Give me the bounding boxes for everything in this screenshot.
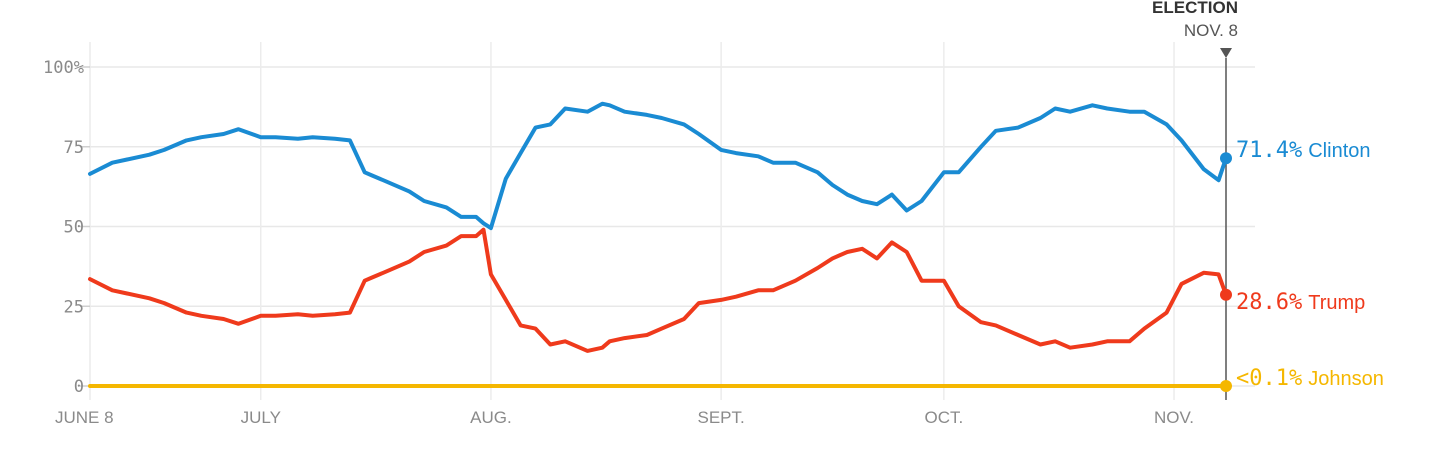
y-tick-label: 0 xyxy=(74,377,84,397)
end-labels: 71.4% Clinton 28.6% Trump <0.1% Johnson xyxy=(1220,138,1384,392)
end-value-clinton: 71.4% xyxy=(1236,138,1302,163)
x-tick-label: JUNE 8 xyxy=(55,408,114,427)
x-tick-label: OCT. xyxy=(924,408,963,427)
end-value-johnson: <0.1% xyxy=(1236,366,1302,391)
y-tick-label: 75 xyxy=(64,138,84,158)
y-tick-label: 50 xyxy=(64,218,84,238)
series-lines xyxy=(88,101,1228,388)
x-tick-label: JULY xyxy=(241,408,281,427)
end-name-johnson: Johnson xyxy=(1308,368,1384,390)
x-tick-label: AUG. xyxy=(470,408,512,427)
end-dot-clinton xyxy=(1220,152,1232,165)
y-axis: 100% 75 50 25 0 xyxy=(43,58,90,397)
end-value-trump: 28.6% xyxy=(1236,290,1302,315)
series-line-clinton xyxy=(88,101,1228,231)
election-label: ELECTION xyxy=(1152,0,1238,17)
x-tick-label: SEPT. xyxy=(697,408,744,427)
end-label-clinton: 71.4% Clinton xyxy=(1236,138,1371,163)
election-date: NOV. 8 xyxy=(1184,21,1238,40)
end-label-trump: 28.6% Trump xyxy=(1236,290,1365,315)
x-axis: JUNE 8 JULY AUG. SEPT. OCT. NOV. xyxy=(55,408,1194,427)
y-tick-label: 100% xyxy=(43,58,84,78)
x-tick-label: NOV. xyxy=(1154,408,1194,427)
y-tick-label: 25 xyxy=(64,297,84,317)
election-day-marker: ELECTION NOV. 8 xyxy=(1152,0,1238,400)
series-line-trump xyxy=(88,227,1228,353)
end-dot-johnson xyxy=(1220,380,1232,392)
end-dot-trump xyxy=(1220,288,1232,301)
end-label-johnson: <0.1% Johnson xyxy=(1236,366,1384,391)
end-name-trump: Trump xyxy=(1308,292,1365,314)
triangle-down-icon xyxy=(1220,48,1232,58)
end-name-clinton: Clinton xyxy=(1308,140,1370,162)
